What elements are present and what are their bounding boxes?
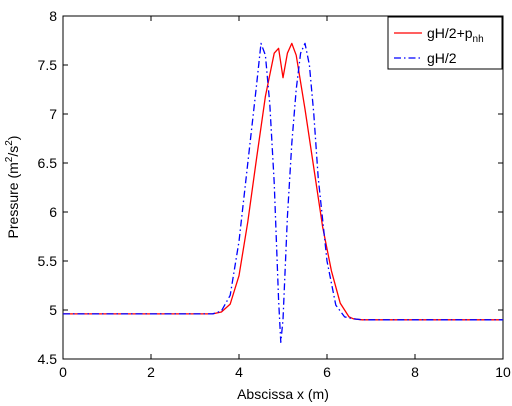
legend-label-gh: gH/2 <box>427 50 457 66</box>
x-tick-label: 10 <box>495 364 511 380</box>
y-tick-label: 6 <box>49 204 57 220</box>
x-tick-label: 0 <box>59 364 67 380</box>
y-tick-label: 6.5 <box>38 155 58 171</box>
y-axis-label-prefix: Pressure (m <box>5 162 21 238</box>
series-line-ghp-red <box>63 42 503 321</box>
y-tick-label: 7 <box>49 106 57 122</box>
x-axis-label: Abscissa x (m) <box>237 386 329 402</box>
x-tick-label: 2 <box>147 364 155 380</box>
y-tick-label: 8 <box>49 8 57 24</box>
y-tick-label: 7.5 <box>38 57 58 73</box>
y-axis-label-sup-1: 2 <box>4 156 15 162</box>
legend-box <box>387 16 503 70</box>
series-lines <box>63 42 503 343</box>
series-line-gh-blue <box>63 42 503 343</box>
plot-area <box>62 15 504 360</box>
x-tick-label: 4 <box>235 364 243 380</box>
y-axis-label-mid: /s <box>5 146 21 157</box>
x-tick-label: 6 <box>323 364 331 380</box>
y-tick-label: 4.5 <box>38 351 58 367</box>
legend-label-ghp-main: gH/2+p <box>427 25 473 41</box>
y-tick-label: 5 <box>49 302 57 318</box>
x-axis-ticks: 0 2 4 6 8 10 <box>59 16 511 380</box>
x-tick-label: 8 <box>411 364 419 380</box>
y-axis-label: Pressure (m2/s2) <box>4 136 21 239</box>
y-axis-label-sup-2: 2 <box>4 140 15 146</box>
legend-label-ghp: gH/2+pnh <box>427 25 484 45</box>
y-tick-label: 5.5 <box>38 253 58 269</box>
legend-label-ghp-sub: nh <box>473 34 484 45</box>
y-axis-label-suffix: ) <box>5 136 21 141</box>
legend: gH/2+pnh gH/2 <box>387 16 503 70</box>
